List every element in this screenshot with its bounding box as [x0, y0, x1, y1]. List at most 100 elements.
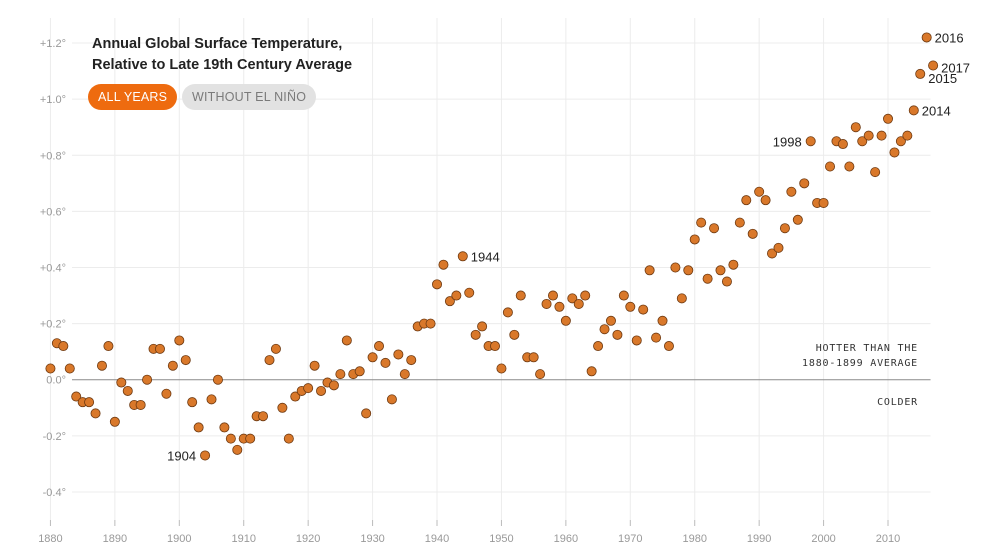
- data-point: [586, 366, 597, 377]
- data-point: [200, 450, 211, 461]
- data-point: [212, 374, 223, 385]
- data-point: [457, 251, 468, 262]
- data-point: [754, 186, 765, 197]
- data-point: [547, 290, 558, 301]
- data-point: [870, 167, 881, 178]
- data-point: [625, 301, 636, 312]
- data-point: [341, 335, 352, 346]
- x-tick-label: 1890: [103, 533, 127, 545]
- data-point: [219, 422, 230, 433]
- y-tick-label: -0.2°: [43, 431, 66, 443]
- data-point: [245, 433, 256, 444]
- data-point: [277, 402, 288, 413]
- colder-label: COLDER: [877, 397, 918, 408]
- data-point: [477, 321, 488, 332]
- data-point: [187, 397, 198, 408]
- all-years-button[interactable]: ALL YEARS: [88, 84, 178, 110]
- x-tick-label: 1880: [38, 533, 62, 545]
- x-tick-label: 1980: [682, 533, 706, 545]
- data-point: [45, 363, 56, 374]
- data-point: [844, 161, 855, 172]
- data-point: [734, 217, 745, 228]
- data-point: [747, 228, 758, 239]
- data-point: [167, 360, 178, 371]
- data-point: [374, 341, 385, 352]
- without-el-nino-button[interactable]: WITHOUT EL NIÑO: [182, 84, 317, 110]
- data-point: [90, 408, 101, 419]
- data-point: [103, 341, 114, 352]
- x-tick-label: 1930: [360, 533, 384, 545]
- y-tick-label: +0.6°: [40, 206, 66, 218]
- data-point: [837, 139, 848, 150]
- data-point: [444, 296, 455, 307]
- data-point: [270, 343, 281, 354]
- y-tick-label: -0.4°: [43, 487, 66, 499]
- data-point: [850, 122, 861, 133]
- x-tick-label: 1960: [554, 533, 578, 545]
- chart-title-line-1: Annual Global Surface Temperature,: [92, 36, 343, 52]
- data-point: [489, 341, 500, 352]
- data-point: [122, 385, 133, 396]
- data-point: [116, 377, 127, 388]
- year-annotation: 1998: [773, 134, 802, 149]
- data-point: [599, 324, 610, 335]
- data-point: [928, 60, 939, 71]
- data-point: [303, 383, 314, 394]
- data-point: [142, 374, 153, 385]
- y-tick-label: +0.8°: [40, 150, 66, 162]
- data-point: [380, 357, 391, 368]
- data-point: [58, 341, 69, 352]
- data-point: [64, 363, 75, 374]
- data-point: [593, 341, 604, 352]
- data-point: [174, 335, 185, 346]
- y-tick-label: 0.0°: [46, 375, 66, 387]
- data-point: [618, 290, 629, 301]
- data-point: [612, 329, 623, 340]
- data-point: [702, 273, 713, 284]
- data-point: [663, 341, 674, 352]
- data-point: [715, 265, 726, 276]
- data-point: [367, 352, 378, 363]
- data-point: [644, 265, 655, 276]
- data-point: [283, 433, 294, 444]
- data-point: [258, 411, 269, 422]
- data-point: [676, 293, 687, 304]
- data-point: [670, 262, 681, 273]
- data-point: [438, 259, 449, 270]
- data-point: [264, 355, 275, 366]
- data-point: [161, 388, 172, 399]
- data-point: [915, 68, 926, 79]
- data-point: [354, 366, 365, 377]
- data-point: [432, 279, 443, 290]
- x-tick-label: 1990: [747, 533, 771, 545]
- year-annotation: 2017: [941, 61, 970, 76]
- data-point: [876, 130, 887, 141]
- data-point: [464, 287, 475, 298]
- data-point: [560, 315, 571, 326]
- data-point: [825, 161, 836, 172]
- data-point: [535, 369, 546, 380]
- y-tick-label: +1.0°: [40, 94, 66, 106]
- data-point: [741, 195, 752, 206]
- data-point: [895, 136, 906, 147]
- data-point: [361, 408, 372, 419]
- data-point: [883, 113, 894, 124]
- data-point: [232, 444, 243, 455]
- data-point: [502, 307, 513, 318]
- data-point: [767, 248, 778, 259]
- data-point: [109, 416, 120, 427]
- x-tick-label: 1970: [618, 533, 642, 545]
- data-point: [696, 217, 707, 228]
- data-point: [528, 352, 539, 363]
- data-point: [515, 290, 526, 301]
- data-point: [651, 332, 662, 343]
- data-point: [406, 355, 417, 366]
- data-point: [773, 242, 784, 253]
- x-tick-label: 1910: [231, 533, 255, 545]
- chart-title-line-2: Relative to Late 19th Century Average: [92, 57, 353, 73]
- hotter-label-line-1: HOTTER THAN THE: [815, 343, 918, 354]
- data-point: [683, 265, 694, 276]
- data-point: [393, 349, 404, 360]
- year-annotation: 2016: [935, 30, 964, 45]
- data-point: [779, 223, 790, 234]
